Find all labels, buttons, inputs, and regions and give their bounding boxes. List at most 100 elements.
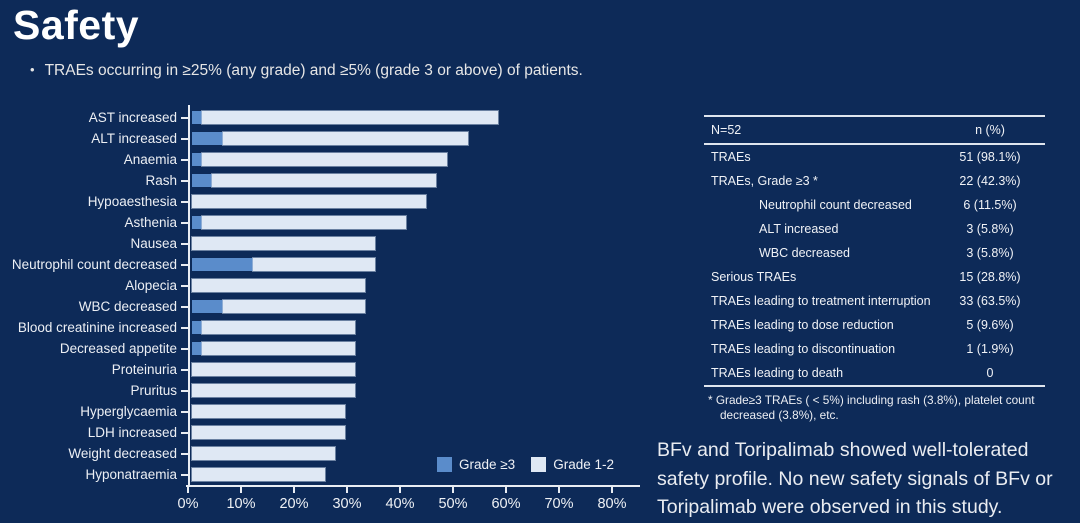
bar-segment-grade3 bbox=[192, 132, 223, 145]
x-tick-label: 50% bbox=[438, 496, 468, 512]
category-label: Hyponatraemia bbox=[85, 467, 177, 482]
category-label: Hyperglycaemia bbox=[80, 404, 177, 419]
legend-label-grade12: Grade 1-2 bbox=[553, 457, 614, 472]
chart-rows: AST increased ALT increased Anaemia Rash Hyp… bbox=[0, 107, 660, 485]
stacked-bar bbox=[192, 426, 345, 439]
bar-segment-grade12 bbox=[202, 321, 355, 334]
x-tick-label: 70% bbox=[544, 496, 574, 512]
chart-row: WBC decreased bbox=[0, 296, 660, 317]
chart-row: Anaemia bbox=[0, 149, 660, 170]
table-row-label: Serious TRAEs bbox=[711, 270, 797, 284]
y-tick-mark bbox=[181, 242, 188, 245]
bar-segment-grade12 bbox=[212, 174, 437, 187]
legend-swatch-grade12 bbox=[531, 457, 547, 472]
x-tick-mark bbox=[399, 487, 401, 493]
table-row-value: 22 (42.3%) bbox=[959, 174, 1021, 188]
table-row: Neutrophil count decreased 6 (11.5%) bbox=[704, 193, 1045, 217]
bar-segment-grade12 bbox=[192, 384, 356, 397]
chart-row: Hyponatraemia bbox=[0, 464, 660, 485]
table-row-label: TRAEs leading to dose reduction bbox=[711, 318, 894, 332]
traes-bar-chart: AST increased ALT increased Anaemia Rash Hyp… bbox=[0, 100, 665, 523]
category-label: Neutrophil count decreased bbox=[11, 257, 177, 272]
bar-segment-grade12 bbox=[202, 216, 407, 229]
chart-row: LDH increased bbox=[0, 422, 660, 443]
table-row-value: 33 (63.5%) bbox=[959, 294, 1021, 308]
y-tick-mark bbox=[181, 137, 188, 140]
chart-row: Neutrophil count decreased bbox=[0, 254, 660, 275]
category-label: Pruritus bbox=[130, 383, 177, 398]
y-tick-mark bbox=[181, 326, 188, 329]
bar-segment-grade3 bbox=[192, 300, 223, 313]
bar-segment-grade12 bbox=[192, 426, 345, 439]
table-row-value: 15 (28.8%) bbox=[959, 270, 1021, 284]
chart-row: Asthenia bbox=[0, 212, 660, 233]
table-header-n: N=52 bbox=[711, 123, 742, 137]
bar-segment-grade12 bbox=[222, 132, 468, 145]
category-label: ALT increased bbox=[91, 131, 177, 146]
stacked-bar bbox=[192, 363, 356, 376]
category-label: Proteinuria bbox=[111, 362, 177, 377]
table-row: TRAEs leading to dose reduction 5 (9.6%) bbox=[704, 313, 1045, 337]
stacked-bar bbox=[192, 405, 345, 418]
legend-label-grade3: Grade ≥3 bbox=[459, 457, 516, 472]
bar-segment-grade12 bbox=[202, 153, 447, 166]
table-row-label: WBC decreased bbox=[759, 246, 851, 260]
category-label: Weight decreased bbox=[68, 446, 177, 461]
chart-row: Rash bbox=[0, 170, 660, 191]
page-title: Safety bbox=[13, 2, 140, 48]
bar-segment-grade12 bbox=[192, 279, 366, 292]
x-tick-mark bbox=[558, 487, 560, 493]
bar-segment-grade12 bbox=[192, 447, 335, 460]
category-label: Hypoaesthesia bbox=[87, 194, 177, 209]
bar-segment-grade12 bbox=[192, 468, 325, 481]
x-tick-mark bbox=[505, 487, 507, 493]
table-row: TRAEs leading to treatment interruption 3… bbox=[704, 289, 1045, 313]
table-footnote: * Grade≥3 TRAEs ( < 5%) including rash (… bbox=[708, 393, 1035, 423]
conclusion-text: BFv and Toripalimab showed well-tolerate… bbox=[657, 439, 1053, 518]
chart-row: Blood creatinine increased bbox=[0, 317, 660, 338]
stacked-bar bbox=[192, 195, 427, 208]
y-tick-mark bbox=[181, 368, 188, 371]
legend-item-grade3: Grade ≥3 bbox=[437, 457, 515, 472]
y-tick-mark bbox=[181, 431, 188, 434]
x-tick-label: 20% bbox=[279, 496, 309, 512]
stacked-bar bbox=[192, 447, 335, 460]
bar-segment-grade3 bbox=[192, 321, 203, 334]
y-tick-mark bbox=[181, 200, 188, 203]
table-row-label: TRAEs bbox=[711, 150, 751, 164]
bar-segment-grade12 bbox=[202, 342, 355, 355]
x-tick-label: 30% bbox=[332, 496, 362, 512]
bar-segment-grade12 bbox=[192, 363, 356, 376]
x-tick-label: 0% bbox=[177, 496, 199, 512]
legend-item-grade12: Grade 1-2 bbox=[531, 457, 614, 472]
chart-row: Decreased appetite bbox=[0, 338, 660, 359]
y-tick-mark bbox=[181, 389, 188, 392]
x-tick-mark bbox=[346, 487, 348, 493]
stacked-bar bbox=[192, 132, 468, 145]
x-tick-mark bbox=[187, 487, 189, 493]
y-tick-mark bbox=[181, 473, 188, 476]
x-tick-label: 10% bbox=[226, 496, 256, 512]
chart-row: Weight decreased bbox=[0, 443, 660, 464]
table-row-value: 5 (9.6%) bbox=[966, 318, 1014, 332]
bar-segment-grade3 bbox=[192, 342, 203, 355]
subtitle-text: TRAEs occurring in ≥25% (any grade) and … bbox=[44, 62, 583, 79]
chart-row: ALT increased bbox=[0, 128, 660, 149]
stacked-bar bbox=[192, 468, 325, 481]
table-row: TRAEs leading to discontinuation 1 (1.9%) bbox=[704, 337, 1045, 361]
y-tick-mark bbox=[181, 116, 188, 119]
category-label: Blood creatinine increased bbox=[17, 320, 177, 335]
table-row: TRAEs 51 (98.1%) bbox=[704, 145, 1045, 169]
table-body: TRAEs 51 (98.1%) TRAEs, Grade ≥3 * 22 (42.3… bbox=[704, 145, 1045, 387]
bullet-dot-icon: • bbox=[30, 62, 35, 77]
stacked-bar bbox=[192, 258, 376, 271]
stacked-bar bbox=[192, 279, 366, 292]
category-label: Rash bbox=[145, 173, 177, 188]
bar-segment-grade12 bbox=[192, 237, 376, 250]
stacked-bar bbox=[192, 111, 498, 124]
table-row-label: TRAEs leading to discontinuation bbox=[711, 342, 896, 356]
bar-segment-grade3 bbox=[192, 153, 203, 166]
table-row: ALT increased 3 (5.8%) bbox=[704, 217, 1045, 241]
category-label: Asthenia bbox=[124, 215, 177, 230]
table-row-value: 3 (5.8%) bbox=[966, 246, 1014, 260]
